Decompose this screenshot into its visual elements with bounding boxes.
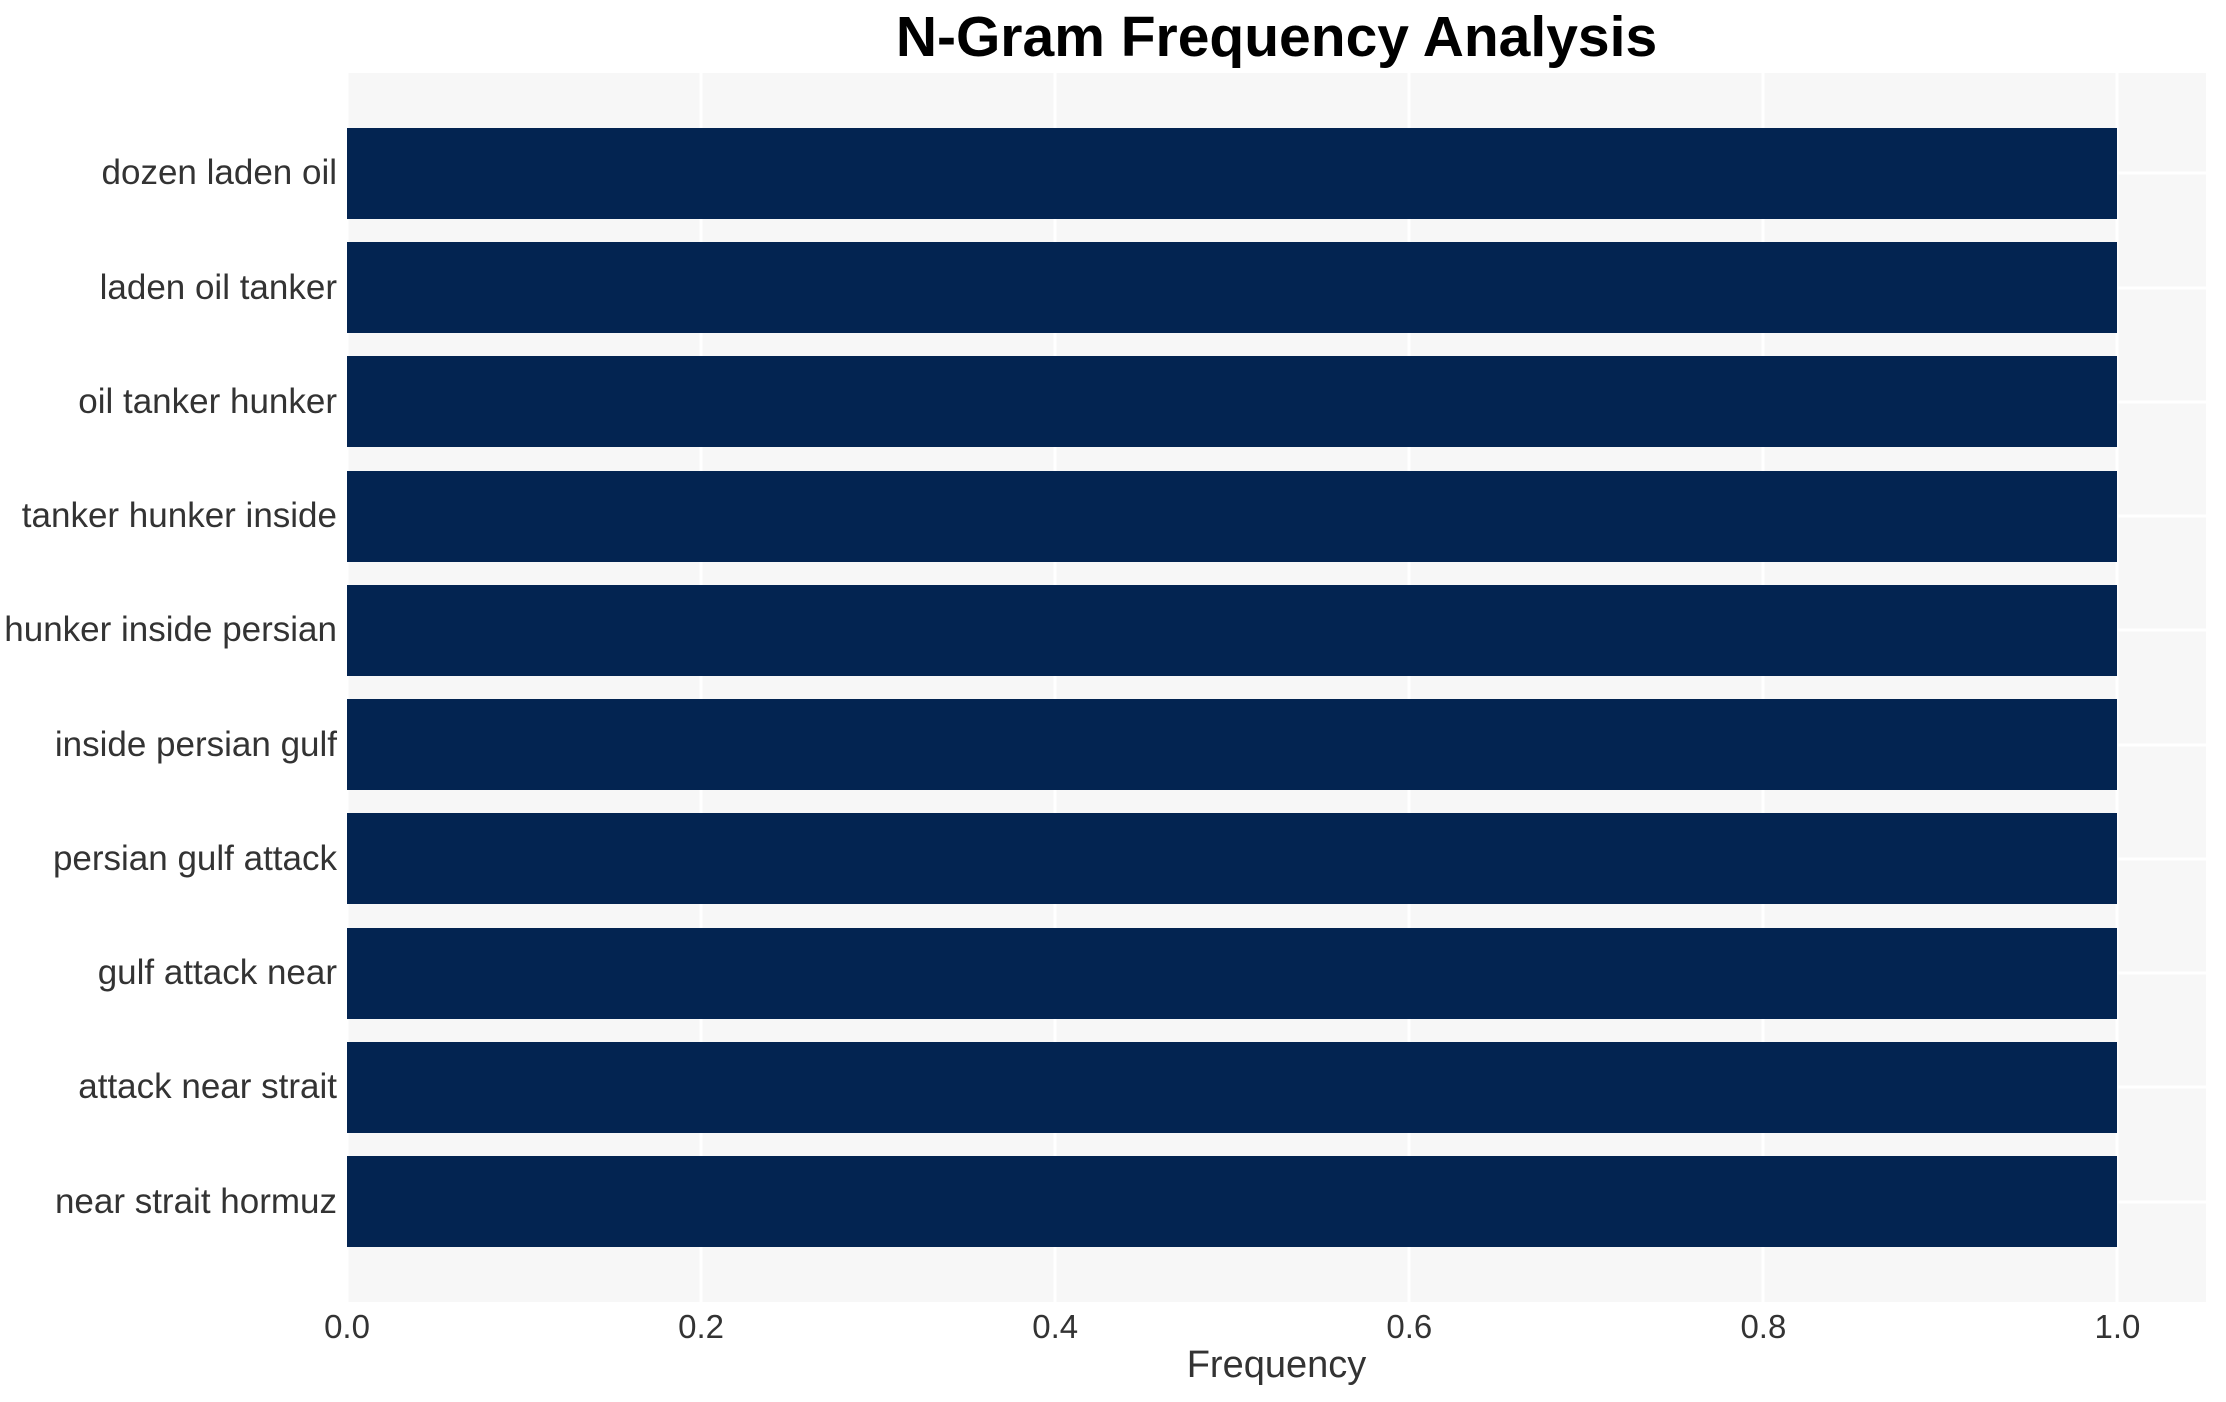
bar-dozen-laden-oil <box>347 127 2118 219</box>
y-tick-label-0: dozen laden oil <box>101 153 337 193</box>
bar-near-strait-hormuz <box>347 1156 2118 1248</box>
plot-area <box>345 73 2206 1302</box>
x-tick-label-0.8: 0.8 <box>1740 1308 1787 1345</box>
gridline-x-0.6 <box>1407 73 1411 1302</box>
x-tick-label-0.4: 0.4 <box>1032 1308 1079 1345</box>
y-tick-label-9: near strait hormuz <box>54 1181 337 1221</box>
x-tick-label-0.0: 0.0 <box>324 1308 370 1345</box>
bar-attack-near-strait <box>347 1041 2118 1133</box>
y-tick-label-3: tanker hunker inside <box>21 496 337 536</box>
x-axis-title: Frequency <box>1186 1344 1367 1386</box>
gridline-x-0.8 <box>1761 73 1765 1302</box>
x-tick-label-0.2: 0.2 <box>678 1308 725 1345</box>
bar-persian-gulf-attack <box>347 813 2118 905</box>
chart-title: N-Gram Frequency Analysis <box>895 5 1658 69</box>
bar-gulf-attack-near <box>347 927 2118 1019</box>
x-tick-label-1.0: 1.0 <box>2094 1308 2141 1345</box>
y-tick-label-6: persian gulf attack <box>52 838 337 878</box>
y-tick-label-5: inside persian gulf <box>54 724 337 764</box>
gridline-x-0 <box>345 73 349 1302</box>
bar-inside-persian-gulf <box>347 699 2118 791</box>
y-tick-label-2: oil tanker hunker <box>78 381 337 421</box>
y-tick-label-8: attack near strait <box>78 1067 337 1107</box>
x-tick-label-0.6: 0.6 <box>1386 1308 1433 1345</box>
bar-oil-tanker-hunker <box>347 356 2118 448</box>
gridline-x-0.4 <box>1053 73 1057 1302</box>
bar-tanker-hunker-inside <box>347 470 2118 562</box>
bar-hunker-inside-persian <box>347 584 2118 676</box>
y-tick-label-7: gulf attack near <box>97 953 337 993</box>
bar-laden-oil-tanker <box>347 242 2118 334</box>
y-tick-label-1: laden oil tanker <box>99 267 337 307</box>
gridline-x-1 <box>2115 73 2119 1302</box>
gridline-x-0.2 <box>699 73 703 1302</box>
y-tick-label-4: hunker inside persian <box>4 610 337 650</box>
